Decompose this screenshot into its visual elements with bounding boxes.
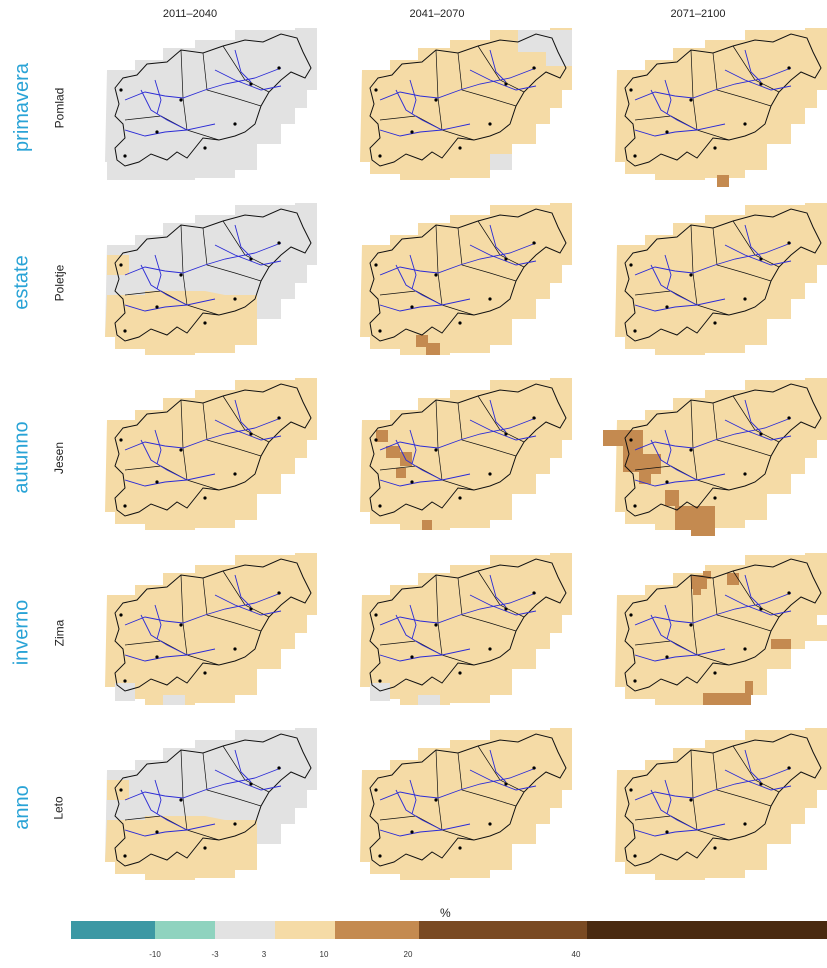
legend-bar: [71, 921, 827, 939]
legend-swatch: [419, 921, 587, 939]
map-panel-zima-1: [105, 553, 317, 705]
row-label-italian: anno: [0, 720, 44, 895]
map-panel-jesen-3: [603, 378, 827, 536]
map-panel-pomlad-3: [615, 28, 827, 187]
column-title-2: 2041–2070: [409, 8, 465, 20]
legend-tick-label: 3: [261, 950, 267, 959]
legend-tick-label: 40: [571, 950, 581, 959]
map-panel-poletje-1: [105, 203, 317, 355]
legend-tick-label: -3: [211, 950, 219, 959]
row-label-italian: primavera: [0, 20, 44, 195]
map-panel-jesen-1: [105, 378, 317, 530]
row-label-italian-text: inverno: [10, 599, 33, 666]
legend-tick-label: 20: [403, 950, 413, 959]
row-label-slovene: Pomlad: [44, 20, 74, 195]
map-panel-zima-3: [615, 553, 827, 705]
row-label-slovene-text: Jesen: [52, 441, 66, 474]
legend-tick-label: -10: [149, 950, 161, 959]
row-label-slovene: Poletje: [44, 195, 74, 370]
row-label-italian: autunno: [0, 370, 44, 545]
map-panel-leto-3: [615, 728, 827, 880]
row-label-slovene-text: Zima: [51, 619, 66, 646]
column-title-3: 2071–2100: [670, 8, 726, 20]
row-label-slovene-text: Leto: [51, 795, 66, 820]
column-title-1: 2011–2040: [162, 8, 218, 20]
row-label-italian: estate: [0, 195, 44, 370]
map-panel-leto-2: [360, 728, 572, 880]
legend-tick-label: 10: [319, 950, 329, 959]
map-panel-pomlad-1: [105, 28, 317, 180]
legend-swatch: [215, 921, 275, 939]
legend-swatch: [71, 921, 155, 939]
row-label-italian-text: estate: [10, 255, 33, 310]
legend-swatch: [155, 921, 215, 939]
map-panel-zima-2: [360, 553, 572, 705]
row-label-italian: inverno: [0, 545, 44, 720]
legend-swatch: [335, 921, 419, 939]
map-panel-jesen-2: [360, 378, 572, 530]
legend-swatch: [275, 921, 335, 939]
map-panel-poletje-3: [615, 203, 827, 355]
row-label-slovene: Jesen: [44, 370, 74, 545]
row-label-slovene: Leto: [44, 720, 74, 895]
row-label-slovene-text: Poletje: [52, 264, 67, 301]
legend-swatch: [587, 921, 827, 939]
row-label-italian-text: primavera: [10, 63, 33, 152]
map-panel-poletje-2: [360, 203, 572, 355]
row-label-italian-text: anno: [10, 785, 33, 830]
row-label-italian-text: autunno: [10, 421, 33, 494]
map-panel-pomlad-2: [360, 28, 572, 180]
row-label-slovene-text: Pomlad: [52, 87, 66, 128]
map-panel-leto-1: [105, 728, 317, 880]
row-label-slovene: Zima: [44, 545, 74, 720]
legend-unit: %: [440, 906, 451, 920]
